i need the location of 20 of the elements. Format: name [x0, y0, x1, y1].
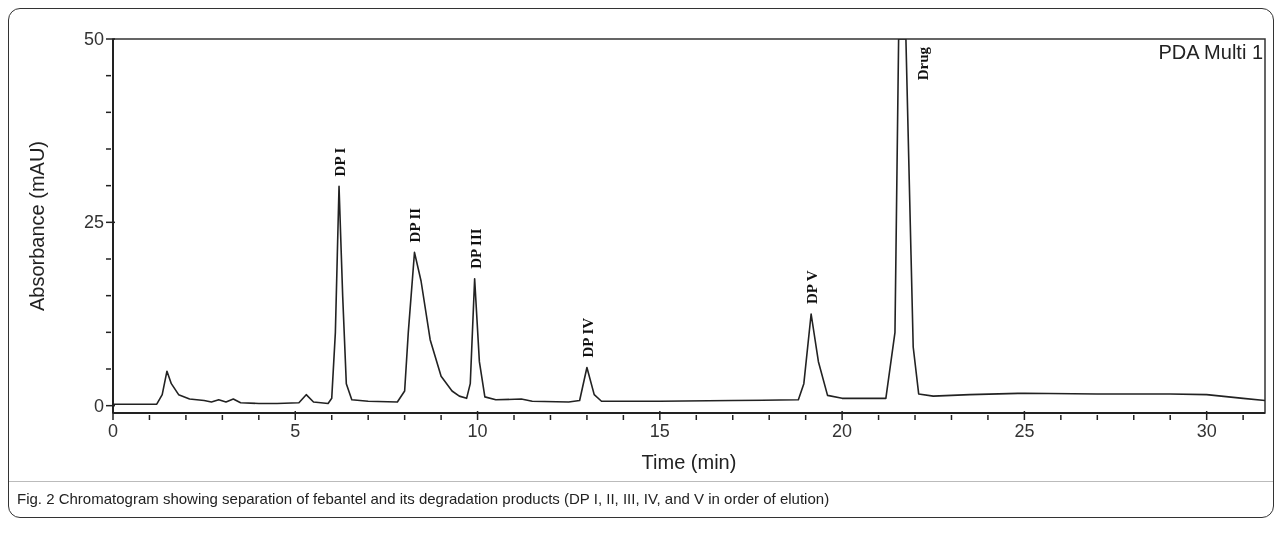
y-tick-label: 0: [93, 395, 104, 416]
annotation: DP I: [332, 147, 349, 177]
caption: Fig. 2 Chromatogram showing separation of febantel and its degradation products (DP I, II, III, IV, and V in order of elution): [9, 481, 1273, 517]
x-tick-label: 20: [832, 421, 853, 441]
x-tick-label: 5: [290, 421, 301, 441]
x-tick-label: 25: [1014, 421, 1035, 441]
annotation: DP II: [407, 207, 424, 243]
x-tick-label: 15: [649, 421, 670, 441]
x-tick-label: 30: [1196, 421, 1217, 441]
annotation: DP IV: [579, 317, 596, 358]
annotation: DP III: [467, 228, 484, 269]
x-tick-label: 10: [467, 421, 488, 441]
y-axis-title: Absorbance (mAU): [26, 140, 49, 312]
x-axis-title: Time (min): [641, 451, 737, 473]
annotation: DP V: [804, 270, 821, 304]
y-tick-label: 25: [83, 212, 104, 233]
x-tick-label: 0: [107, 421, 119, 441]
y-tick-label: 50: [83, 29, 104, 49]
annotation: PDA Multi 1: [1158, 41, 1263, 64]
annotation: Drug: [914, 46, 931, 81]
